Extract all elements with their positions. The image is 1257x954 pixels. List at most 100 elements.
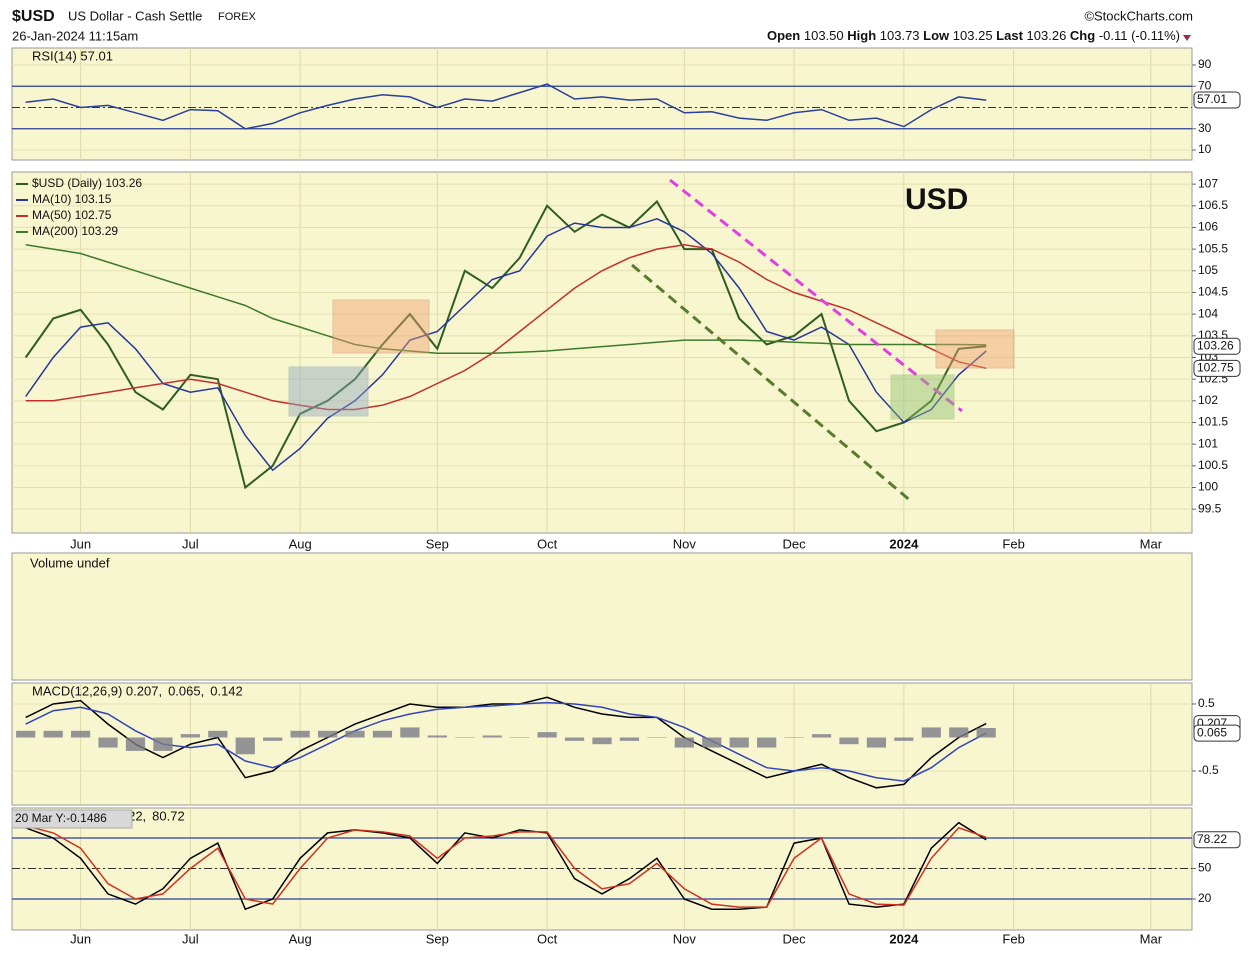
series-line xyxy=(25,83,987,130)
annotation: USD xyxy=(905,183,968,216)
x-tick-label: Mar xyxy=(1140,931,1163,946)
histogram-bar xyxy=(290,730,310,738)
trend-line xyxy=(631,263,913,504)
down-arrow xyxy=(1183,35,1191,41)
panel-title: Volume undef xyxy=(30,555,110,570)
histogram-bar xyxy=(784,737,804,738)
x-tick-label: 2024 xyxy=(889,931,919,946)
histogram-bar xyxy=(564,737,585,741)
histogram-bar xyxy=(345,730,365,738)
histogram-bar xyxy=(811,734,832,738)
y-tick-label: 104.5 xyxy=(1198,285,1228,299)
histogram-bar xyxy=(400,727,420,738)
histogram-bar xyxy=(729,737,749,748)
x-tick-label: Sep xyxy=(426,536,449,551)
x-tick-label: Oct xyxy=(537,536,558,551)
series-line xyxy=(25,701,987,782)
histogram-bar xyxy=(372,730,393,738)
x-tick-label: 2024 xyxy=(889,536,919,551)
symbol: $USD xyxy=(12,8,55,25)
histogram-bar xyxy=(921,727,941,738)
histogram-bar xyxy=(537,732,557,738)
x-tick-label: Feb xyxy=(1002,931,1024,946)
quote: Open 103.50 High 103.73 Low 103.25 Last … xyxy=(767,28,1180,43)
y-tick-label: 100 xyxy=(1198,480,1218,494)
histogram-bar xyxy=(839,737,859,745)
histogram-bar xyxy=(153,737,173,751)
y-tick-label: 105.5 xyxy=(1198,241,1228,255)
y-tick-label: -0.5 xyxy=(1198,763,1219,777)
value-marker-box xyxy=(1193,359,1241,377)
histogram-bar xyxy=(98,737,118,748)
quote-value: 103.50 xyxy=(804,28,844,43)
x-tick-label: Nov xyxy=(673,536,697,551)
histogram-bar xyxy=(647,737,667,738)
y-tick-label: 105 xyxy=(1198,263,1218,277)
value-marker-box xyxy=(1193,337,1241,355)
x-tick-label: Oct xyxy=(537,931,558,946)
highlight-box xyxy=(332,299,430,354)
legend-label: MACD(12,26,9) 0.207, xyxy=(32,683,162,698)
y-tick-label: 101 xyxy=(1198,436,1218,450)
panel xyxy=(11,552,1193,681)
histogram-bar xyxy=(125,737,146,751)
quote-label: Chg xyxy=(1070,28,1095,43)
quote-label: Last xyxy=(996,28,1023,43)
x-tick-label: Nov xyxy=(673,931,697,946)
date: 26-Jan-2024 11:15am xyxy=(12,28,138,43)
histogram-bar xyxy=(71,730,91,738)
y-tick-label: 106.5 xyxy=(1198,198,1228,212)
histogram-bar xyxy=(235,737,255,755)
y-tick-label: 100.5 xyxy=(1198,458,1228,472)
histogram-bar xyxy=(702,737,722,748)
legend-label: 80.72 xyxy=(152,808,185,823)
legend-label: MA(200) 103.29 xyxy=(32,224,118,238)
histogram-bar xyxy=(180,734,200,738)
panel xyxy=(11,807,1193,931)
histogram-bar xyxy=(894,737,914,741)
y-tick-label: 107 xyxy=(1198,176,1218,190)
histogram-bar xyxy=(208,730,228,738)
y-tick-label: 102 xyxy=(1198,393,1218,407)
x-tick-label: Feb xyxy=(1002,536,1024,551)
value-marker-label: 78.22 xyxy=(1197,832,1227,846)
x-tick-label: Jul xyxy=(182,536,199,551)
source: ©StockCharts.com xyxy=(1084,8,1193,23)
trend-line xyxy=(669,178,963,413)
histogram-bar xyxy=(674,737,694,748)
histogram-bar xyxy=(619,737,640,741)
panel xyxy=(11,171,1193,534)
y-tick-label: 30 xyxy=(1198,121,1212,135)
value-marker-label: 102.75 xyxy=(1197,360,1234,374)
legend-label: $USD (Daily) 103.26 xyxy=(32,176,142,190)
series-line xyxy=(25,244,987,354)
highlight-box xyxy=(890,374,955,420)
histogram-bar xyxy=(16,730,36,738)
histogram-bar xyxy=(43,730,63,738)
histogram-bar xyxy=(317,730,338,738)
y-tick-label: 50 xyxy=(1198,861,1212,875)
histogram-bar xyxy=(455,737,475,738)
y-tick-label: 20 xyxy=(1198,891,1212,905)
x-tick-label: Jul xyxy=(182,931,199,946)
quote-value: 103.73 xyxy=(880,28,920,43)
histogram-bar xyxy=(263,737,283,741)
quote-label: High xyxy=(847,28,876,43)
value-marker-box xyxy=(1193,831,1241,849)
highlight-box xyxy=(288,366,369,417)
histogram-bar xyxy=(510,737,530,738)
value-marker-box xyxy=(1193,724,1241,742)
quote-label: Low xyxy=(923,28,950,43)
panel xyxy=(11,47,1193,161)
value-marker-label: 0.065 xyxy=(1197,725,1227,739)
y-tick-label: 104 xyxy=(1198,306,1218,320)
series-line xyxy=(25,217,987,472)
x-tick-label: Aug xyxy=(289,931,312,946)
quote-label: Open xyxy=(767,28,800,43)
x-tick-label: Jun xyxy=(70,931,91,946)
legend-label: 0.065, xyxy=(168,683,204,698)
x-tick-label: Aug xyxy=(289,536,312,551)
quote-value: 103.25 xyxy=(953,28,993,43)
x-tick-label: Mar xyxy=(1140,536,1163,551)
